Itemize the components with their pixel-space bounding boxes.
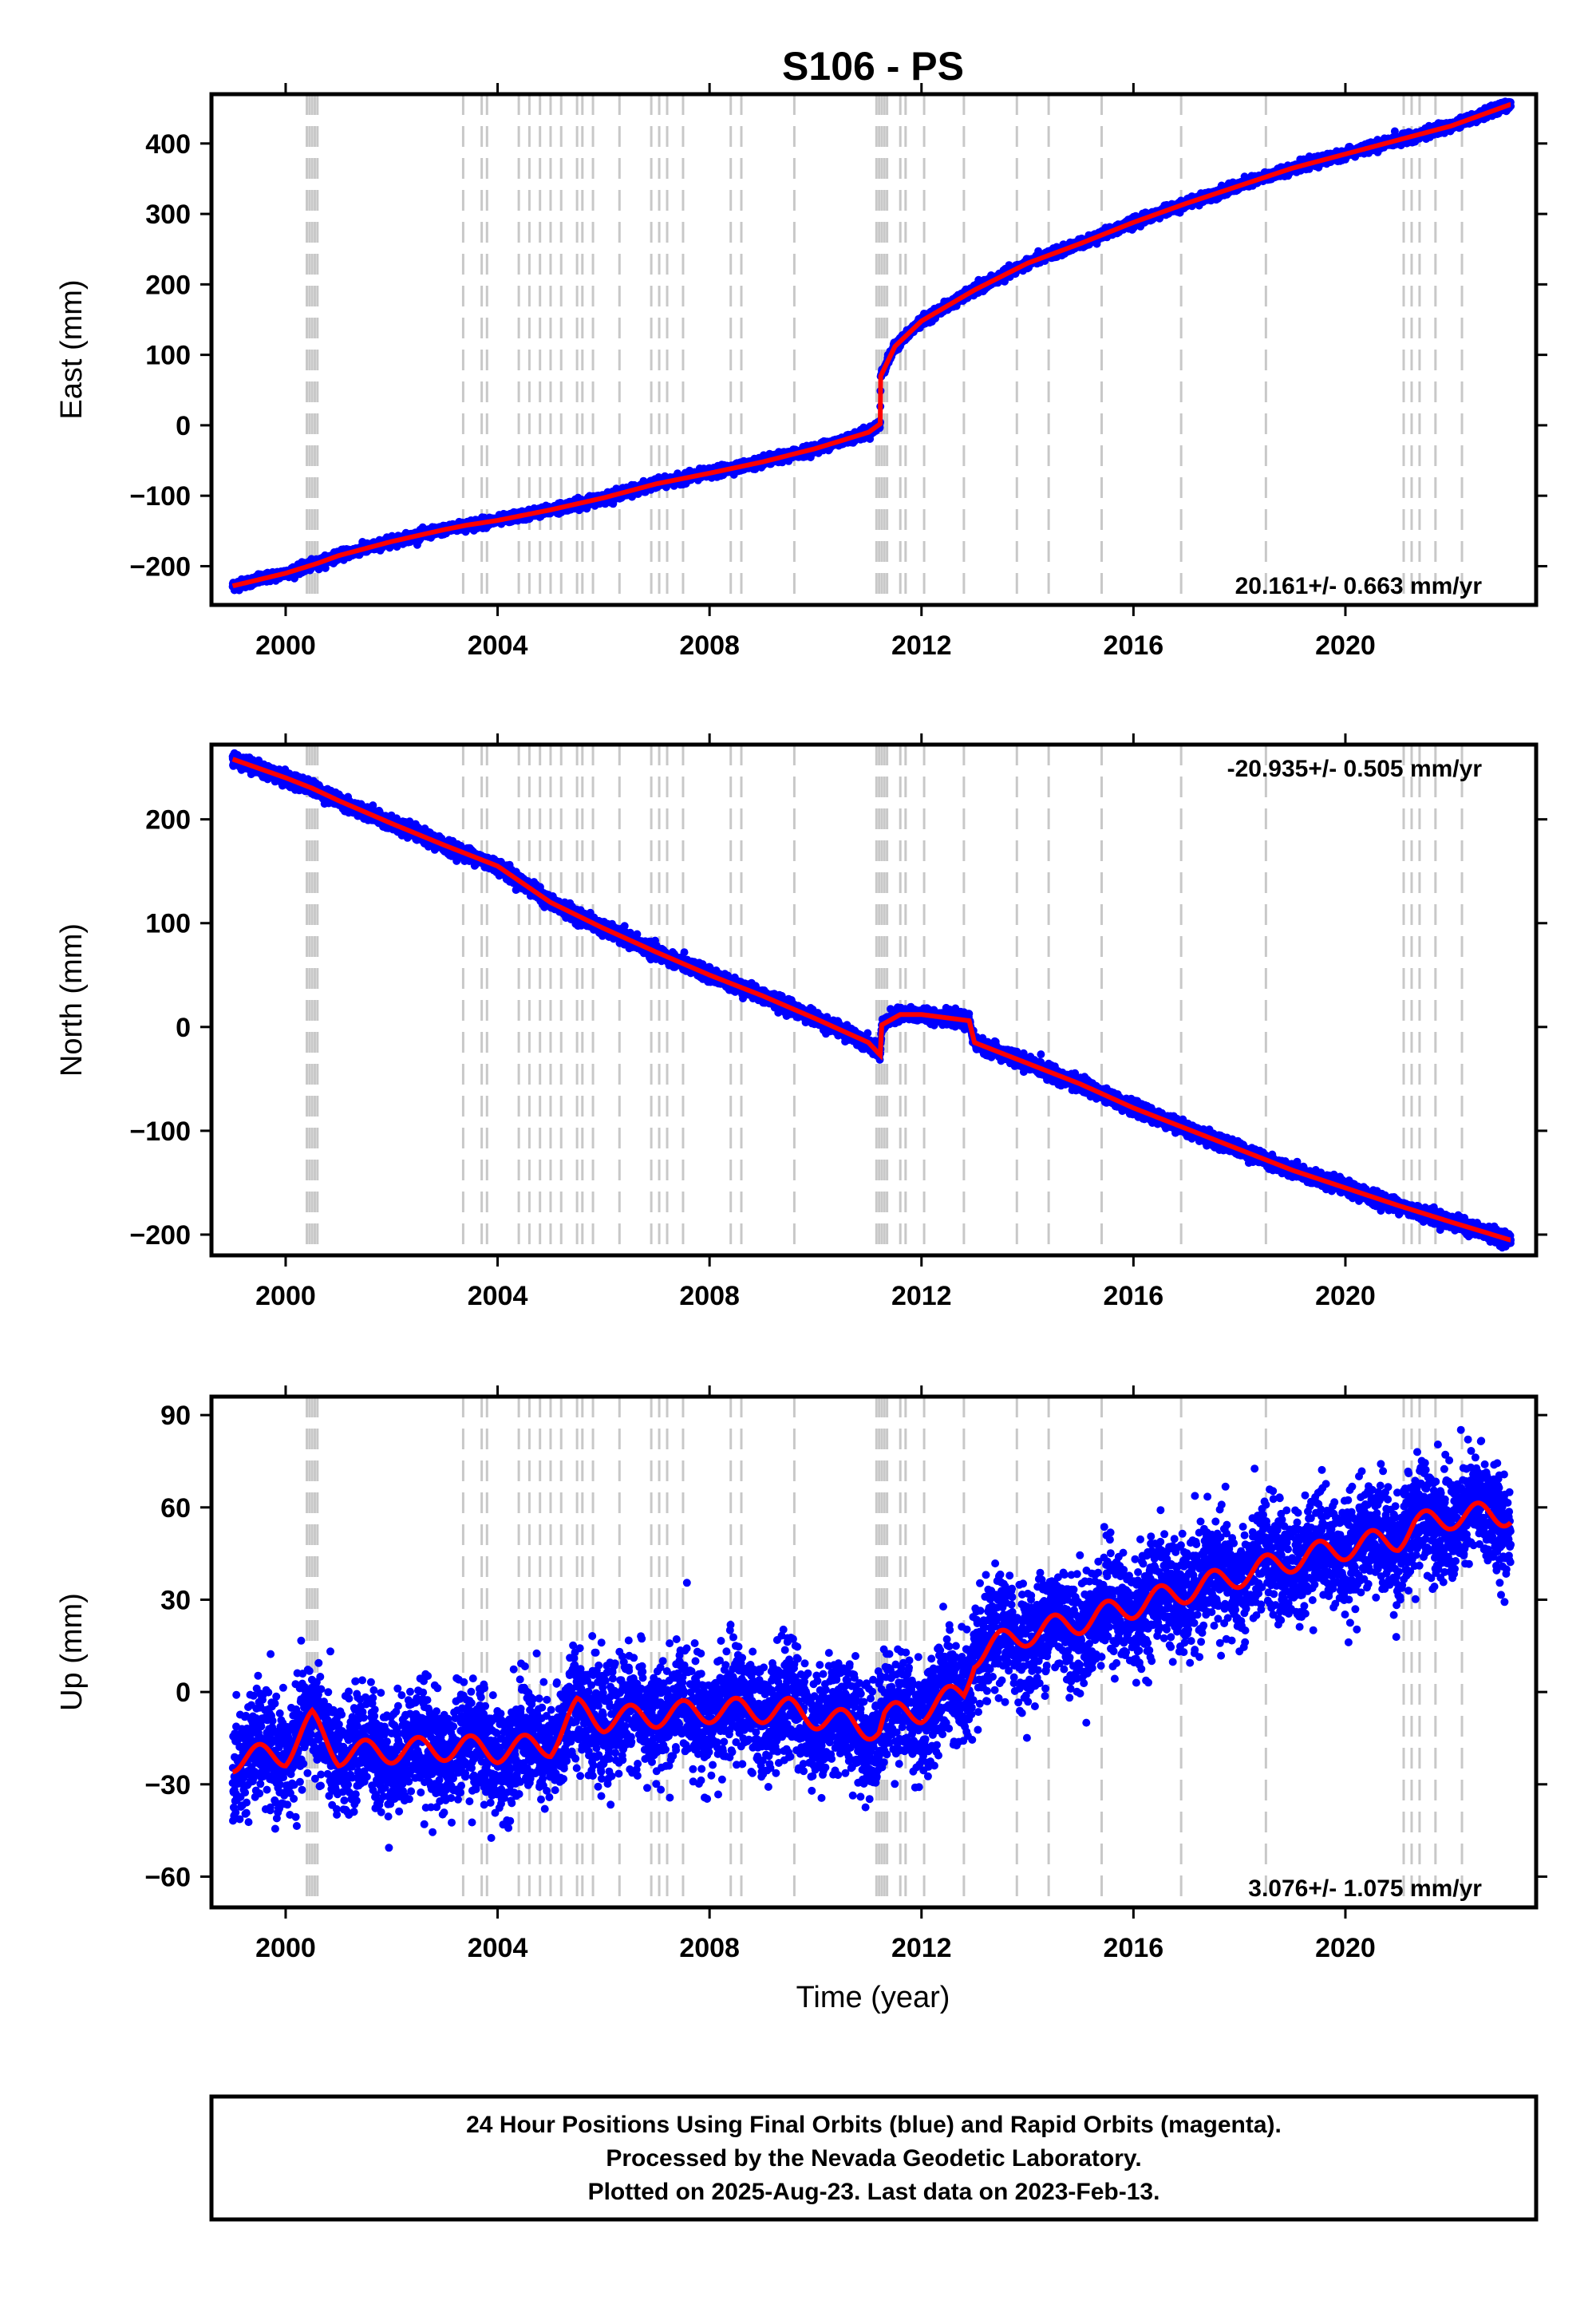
y-tick-label: 200	[145, 805, 191, 836]
x-tick-label: 2012	[891, 1281, 952, 1311]
y-tick-label: 100	[145, 909, 191, 939]
observation-points	[228, 1425, 1515, 1852]
y-tick-label: −60	[144, 1862, 191, 1892]
y-axis-title: East (mm)	[55, 279, 89, 419]
model-line	[231, 757, 1511, 1243]
x-tick-label: 2000	[255, 630, 316, 661]
x-tick-label: 2020	[1315, 1281, 1376, 1311]
x-tick-label: 2000	[255, 1281, 316, 1311]
rate-label: 3.076+/- 1.075 mm/yr	[1248, 1875, 1482, 1902]
panel-north: −200 −100 0 100 200 2000 2004 2008 2012 2016 2020 N…	[55, 733, 1547, 1311]
x-tick-label: 2008	[679, 1281, 740, 1311]
x-tick-label: 2004	[468, 1281, 528, 1311]
observation-points	[228, 749, 1515, 1252]
y-tick-label: 0	[176, 411, 191, 441]
x-tick-label: 2016	[1104, 1933, 1164, 1963]
x-tick-label: 2008	[679, 630, 740, 661]
y-tick-label: 400	[145, 129, 191, 160]
model-line	[232, 1500, 1513, 1775]
y-tick-label: 0	[176, 1013, 191, 1043]
footer-box: 24 Hour Positions Using Final Orbits (bl…	[209, 2094, 1539, 2222]
x-tick-label: 2008	[679, 1933, 740, 1963]
y-tick-label: 30	[160, 1585, 191, 1615]
y-axis-title: North (mm)	[55, 923, 89, 1077]
y-tick-label: −200	[129, 551, 191, 582]
y-tick-label: 300	[145, 200, 191, 230]
panel-frame	[209, 92, 1539, 607]
y-axis-title: Up (mm)	[55, 1593, 89, 1711]
observation-points	[228, 97, 1515, 595]
plot-title: S106 - PS	[782, 44, 964, 89]
x-axis-title: Time (year)	[796, 1981, 950, 2014]
y-tick-label: 90	[160, 1401, 191, 1431]
footer-line-3: Plotted on 2025-Aug-23. Last data on 202…	[588, 2179, 1160, 2205]
panel-east: −200 −100 0 100 200 300 400 2000 2004 2008 2012 201…	[55, 83, 1547, 661]
y-tick-label: 0	[176, 1678, 191, 1708]
x-tick-label: 2020	[1315, 1933, 1376, 1963]
y-tick-label: 100	[145, 341, 191, 371]
x-tick-label: 2004	[468, 630, 528, 661]
y-tick-label: −100	[129, 1117, 191, 1147]
footer-line-2: Processed by the Nevada Geodetic Laborat…	[606, 2145, 1141, 2172]
y-tick-label: −100	[129, 481, 191, 512]
panel-frame	[209, 742, 1539, 1258]
panel-up: −60 −30 0 30 60 90 2000 2004 2008 2012 2016 2020 Up …	[55, 1385, 1547, 1963]
y-tick-label: −200	[129, 1220, 191, 1251]
rate-label: 20.161+/- 0.663 mm/yr	[1235, 573, 1483, 599]
x-tick-label: 2012	[891, 630, 952, 661]
model-line	[231, 102, 1511, 589]
x-tick-label: 2020	[1315, 630, 1376, 661]
rate-label: -20.935+/- 0.505 mm/yr	[1227, 756, 1483, 782]
x-tick-label: 2000	[255, 1933, 316, 1963]
y-tick-label: −30	[144, 1770, 191, 1800]
x-tick-label: 2004	[468, 1933, 528, 1963]
y-tick-label: 200	[145, 270, 191, 300]
x-tick-label: 2016	[1104, 1281, 1164, 1311]
y-tick-label: 60	[160, 1493, 191, 1524]
x-tick-label: 2012	[891, 1933, 952, 1963]
footer-line-1: 24 Hour Positions Using Final Orbits (bl…	[466, 2112, 1282, 2138]
x-tick-label: 2016	[1104, 630, 1164, 661]
panel-frame	[209, 1394, 1539, 1910]
